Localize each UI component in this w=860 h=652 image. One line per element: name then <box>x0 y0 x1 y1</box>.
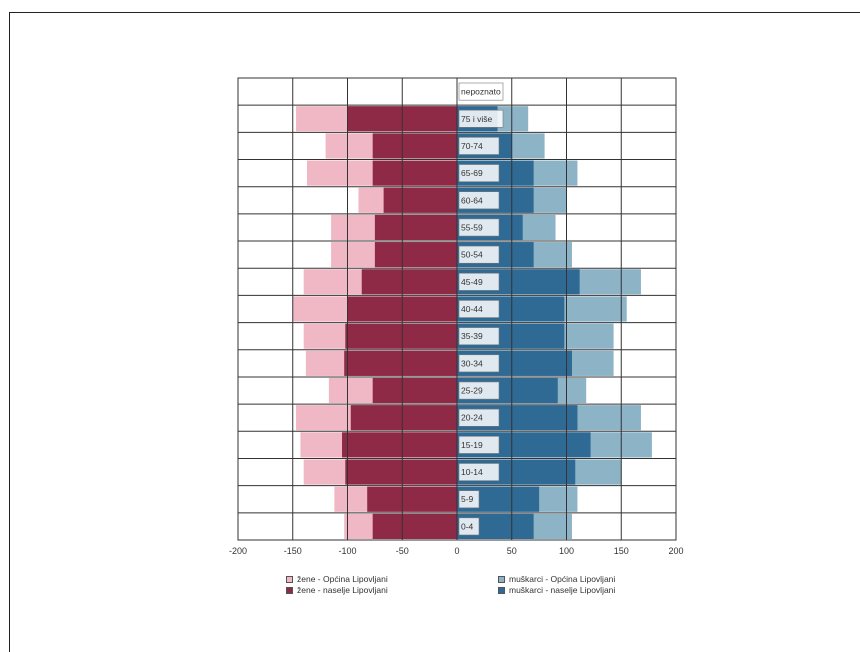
x-tick-label: -100 <box>338 546 356 556</box>
age-group-label: nepoznato <box>461 87 501 97</box>
age-group-label: 50-54 <box>461 250 483 260</box>
age-label-box <box>458 490 480 509</box>
age-label-box <box>458 408 500 427</box>
age-label-box <box>458 463 500 481</box>
bar-female-settlement <box>372 160 457 186</box>
age-label-box <box>458 272 500 291</box>
legend-item-male-settlement: muškarci - naselje Lipovljani <box>498 585 615 595</box>
bar-female-settlement <box>345 459 457 485</box>
x-tick-label: -200 <box>229 546 247 556</box>
bar-female-settlement <box>344 350 457 376</box>
age-group-label: 10-14 <box>461 467 483 477</box>
x-tick-label: 100 <box>559 546 574 556</box>
legend-label-male-municipality: muškarci - Općina Lipovljani <box>509 574 616 584</box>
age-group-label: 70-74 <box>461 141 483 151</box>
legend-swatch-male-municipality <box>498 575 505 583</box>
x-tick-label: 150 <box>614 546 629 556</box>
age-label-box <box>458 164 500 183</box>
bar-female-settlement <box>372 133 457 159</box>
legend-swatch-male-settlement <box>498 586 505 594</box>
age-group-label: 40-44 <box>461 304 483 314</box>
age-label-box <box>458 354 500 373</box>
chart-frame <box>9 12 860 652</box>
legend-item-male-municipality: muškarci - Općina Lipovljani <box>498 574 615 584</box>
age-label-box <box>458 435 500 454</box>
bar-female-settlement <box>383 187 457 213</box>
age-label-box <box>458 300 500 318</box>
age-label-box <box>458 137 500 155</box>
age-group-label: 5-9 <box>461 494 474 504</box>
chart-legend: žene - Općina Lipovljani žene - naselje … <box>286 574 686 604</box>
legend-label-female-municipality: žene - Općina Lipovljani <box>297 574 388 584</box>
age-label-box <box>458 82 504 101</box>
bar-female-settlement <box>374 214 457 241</box>
age-label-box <box>458 517 480 536</box>
age-label-box <box>458 381 500 400</box>
x-tick-label: -50 <box>396 546 409 556</box>
age-group-label: 45-49 <box>461 277 483 287</box>
age-label-box <box>458 218 500 237</box>
age-label-box <box>458 109 504 128</box>
age-group-label: 15-19 <box>461 440 483 450</box>
age-label-box <box>458 327 500 346</box>
bar-female-settlement <box>345 323 457 349</box>
bar-female-settlement <box>350 405 457 431</box>
legend-label-female-settlement: žene - naselje Lipovljani <box>297 585 388 595</box>
age-group-label: 30-34 <box>461 358 483 368</box>
bar-female-settlement <box>374 242 457 268</box>
x-tick-label: 200 <box>668 546 683 556</box>
bar-female-settlement <box>367 486 457 512</box>
age-group-label: 20-24 <box>461 413 483 423</box>
age-group-label: 35-39 <box>461 331 483 341</box>
bar-female-settlement <box>361 269 457 295</box>
age-group-label: 0-4 <box>461 521 474 531</box>
bar-female-settlement <box>372 377 457 404</box>
legend-item-female-municipality: žene - Općina Lipovljani <box>286 574 388 584</box>
legend-swatch-female-settlement <box>286 586 293 594</box>
legend-swatch-female-municipality <box>286 575 293 583</box>
age-group-label: 75 i više <box>461 114 492 124</box>
age-label-box <box>458 245 500 264</box>
legend-item-female-settlement: žene - naselje Lipovljani <box>286 585 388 595</box>
age-group-label: 55-59 <box>461 222 483 232</box>
age-group-label: 25-29 <box>461 386 483 396</box>
x-tick-label: -150 <box>284 546 302 556</box>
bar-female-settlement <box>372 513 457 539</box>
x-tick-label: 50 <box>507 546 517 556</box>
age-group-label: 65-69 <box>461 168 483 178</box>
x-tick-label: 0 <box>454 546 459 556</box>
age-label-box <box>458 191 500 210</box>
bar-female-settlement <box>342 432 457 458</box>
age-group-label: 60-64 <box>461 195 483 205</box>
legend-label-male-settlement: muškarci - naselje Lipovljani <box>509 585 616 595</box>
